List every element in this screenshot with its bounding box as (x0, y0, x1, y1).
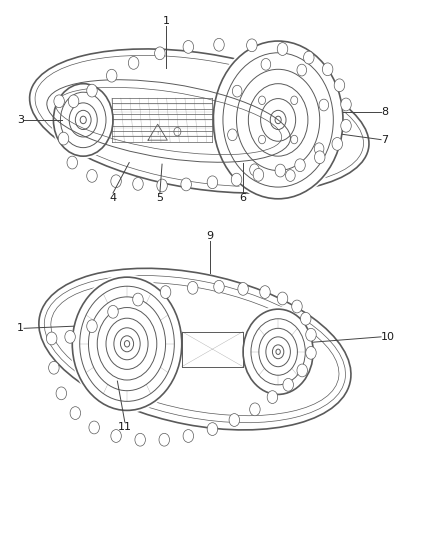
Circle shape (70, 274, 184, 413)
Circle shape (56, 387, 67, 400)
Text: 10: 10 (381, 332, 395, 342)
Circle shape (70, 407, 81, 419)
Text: 5: 5 (156, 193, 163, 203)
Circle shape (159, 433, 170, 446)
Circle shape (183, 41, 194, 53)
Circle shape (253, 168, 264, 181)
Ellipse shape (36, 56, 362, 185)
Text: 6: 6 (240, 193, 247, 203)
Text: 7: 7 (381, 135, 388, 144)
Text: 1: 1 (163, 15, 170, 26)
Circle shape (214, 38, 224, 51)
Circle shape (67, 156, 78, 169)
Circle shape (54, 95, 64, 108)
Text: 4: 4 (110, 193, 117, 203)
Circle shape (211, 38, 345, 201)
Circle shape (214, 280, 224, 293)
Circle shape (207, 423, 218, 435)
Circle shape (341, 119, 351, 132)
Circle shape (304, 51, 314, 64)
Circle shape (297, 364, 307, 377)
Circle shape (68, 95, 79, 108)
Circle shape (260, 286, 270, 298)
Text: !: ! (156, 131, 159, 136)
Circle shape (306, 328, 316, 341)
Circle shape (241, 306, 315, 397)
Circle shape (111, 430, 121, 442)
Circle shape (160, 286, 171, 298)
Circle shape (106, 69, 117, 82)
Circle shape (181, 178, 191, 191)
Text: 8: 8 (381, 107, 388, 117)
Circle shape (87, 84, 97, 97)
Circle shape (295, 159, 305, 172)
Circle shape (292, 300, 302, 313)
Circle shape (89, 421, 99, 434)
Circle shape (108, 305, 118, 318)
Circle shape (133, 293, 143, 306)
Circle shape (49, 361, 59, 374)
Circle shape (187, 281, 198, 294)
Circle shape (207, 176, 218, 189)
Circle shape (87, 169, 97, 182)
Circle shape (231, 173, 242, 186)
Circle shape (58, 132, 69, 145)
Ellipse shape (43, 273, 346, 425)
Text: 11: 11 (118, 422, 132, 432)
Circle shape (128, 56, 139, 69)
Circle shape (133, 177, 143, 190)
Circle shape (229, 414, 240, 426)
Circle shape (155, 47, 165, 60)
Circle shape (238, 282, 248, 295)
Circle shape (247, 39, 257, 52)
Circle shape (250, 403, 260, 416)
Circle shape (322, 63, 333, 76)
Circle shape (111, 175, 121, 188)
Circle shape (46, 332, 57, 345)
Circle shape (283, 378, 293, 391)
Circle shape (277, 292, 288, 305)
Circle shape (157, 179, 167, 192)
Circle shape (267, 391, 278, 403)
Circle shape (87, 320, 97, 333)
Circle shape (314, 151, 325, 164)
Circle shape (306, 346, 316, 359)
Text: 1: 1 (17, 324, 24, 333)
Circle shape (51, 81, 115, 159)
Circle shape (65, 330, 75, 343)
Text: 9: 9 (207, 231, 214, 241)
Circle shape (332, 138, 343, 150)
Circle shape (135, 433, 145, 446)
Circle shape (300, 312, 311, 325)
Circle shape (334, 79, 345, 92)
Circle shape (277, 43, 288, 55)
Text: 3: 3 (17, 115, 24, 125)
Circle shape (341, 98, 351, 111)
Circle shape (275, 164, 286, 177)
Circle shape (183, 430, 194, 442)
